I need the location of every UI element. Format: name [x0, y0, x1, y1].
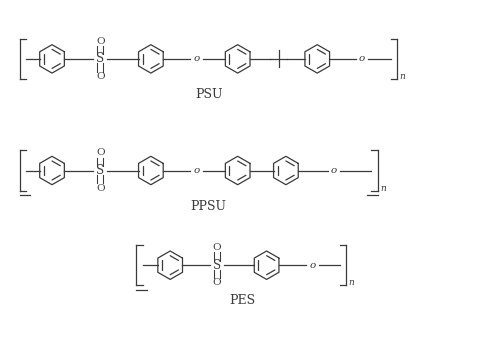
- Text: n: n: [398, 72, 404, 81]
- Text: n: n: [348, 278, 354, 287]
- Text: o: o: [193, 54, 199, 63]
- Text: S: S: [212, 259, 221, 272]
- Text: O: O: [212, 243, 221, 252]
- Text: O: O: [212, 278, 221, 287]
- Text: PES: PES: [229, 294, 255, 307]
- Text: O: O: [96, 148, 105, 158]
- Text: PPSU: PPSU: [190, 199, 227, 212]
- Text: S: S: [96, 53, 104, 65]
- Text: o: o: [193, 166, 199, 175]
- Text: S: S: [96, 164, 104, 177]
- Text: O: O: [96, 183, 105, 193]
- Text: O: O: [96, 72, 105, 81]
- Text: PSU: PSU: [195, 88, 222, 101]
- Text: n: n: [379, 183, 385, 193]
- Text: o: o: [358, 54, 364, 63]
- Text: o: o: [330, 166, 336, 175]
- Text: o: o: [309, 261, 315, 270]
- Text: O: O: [96, 37, 105, 46]
